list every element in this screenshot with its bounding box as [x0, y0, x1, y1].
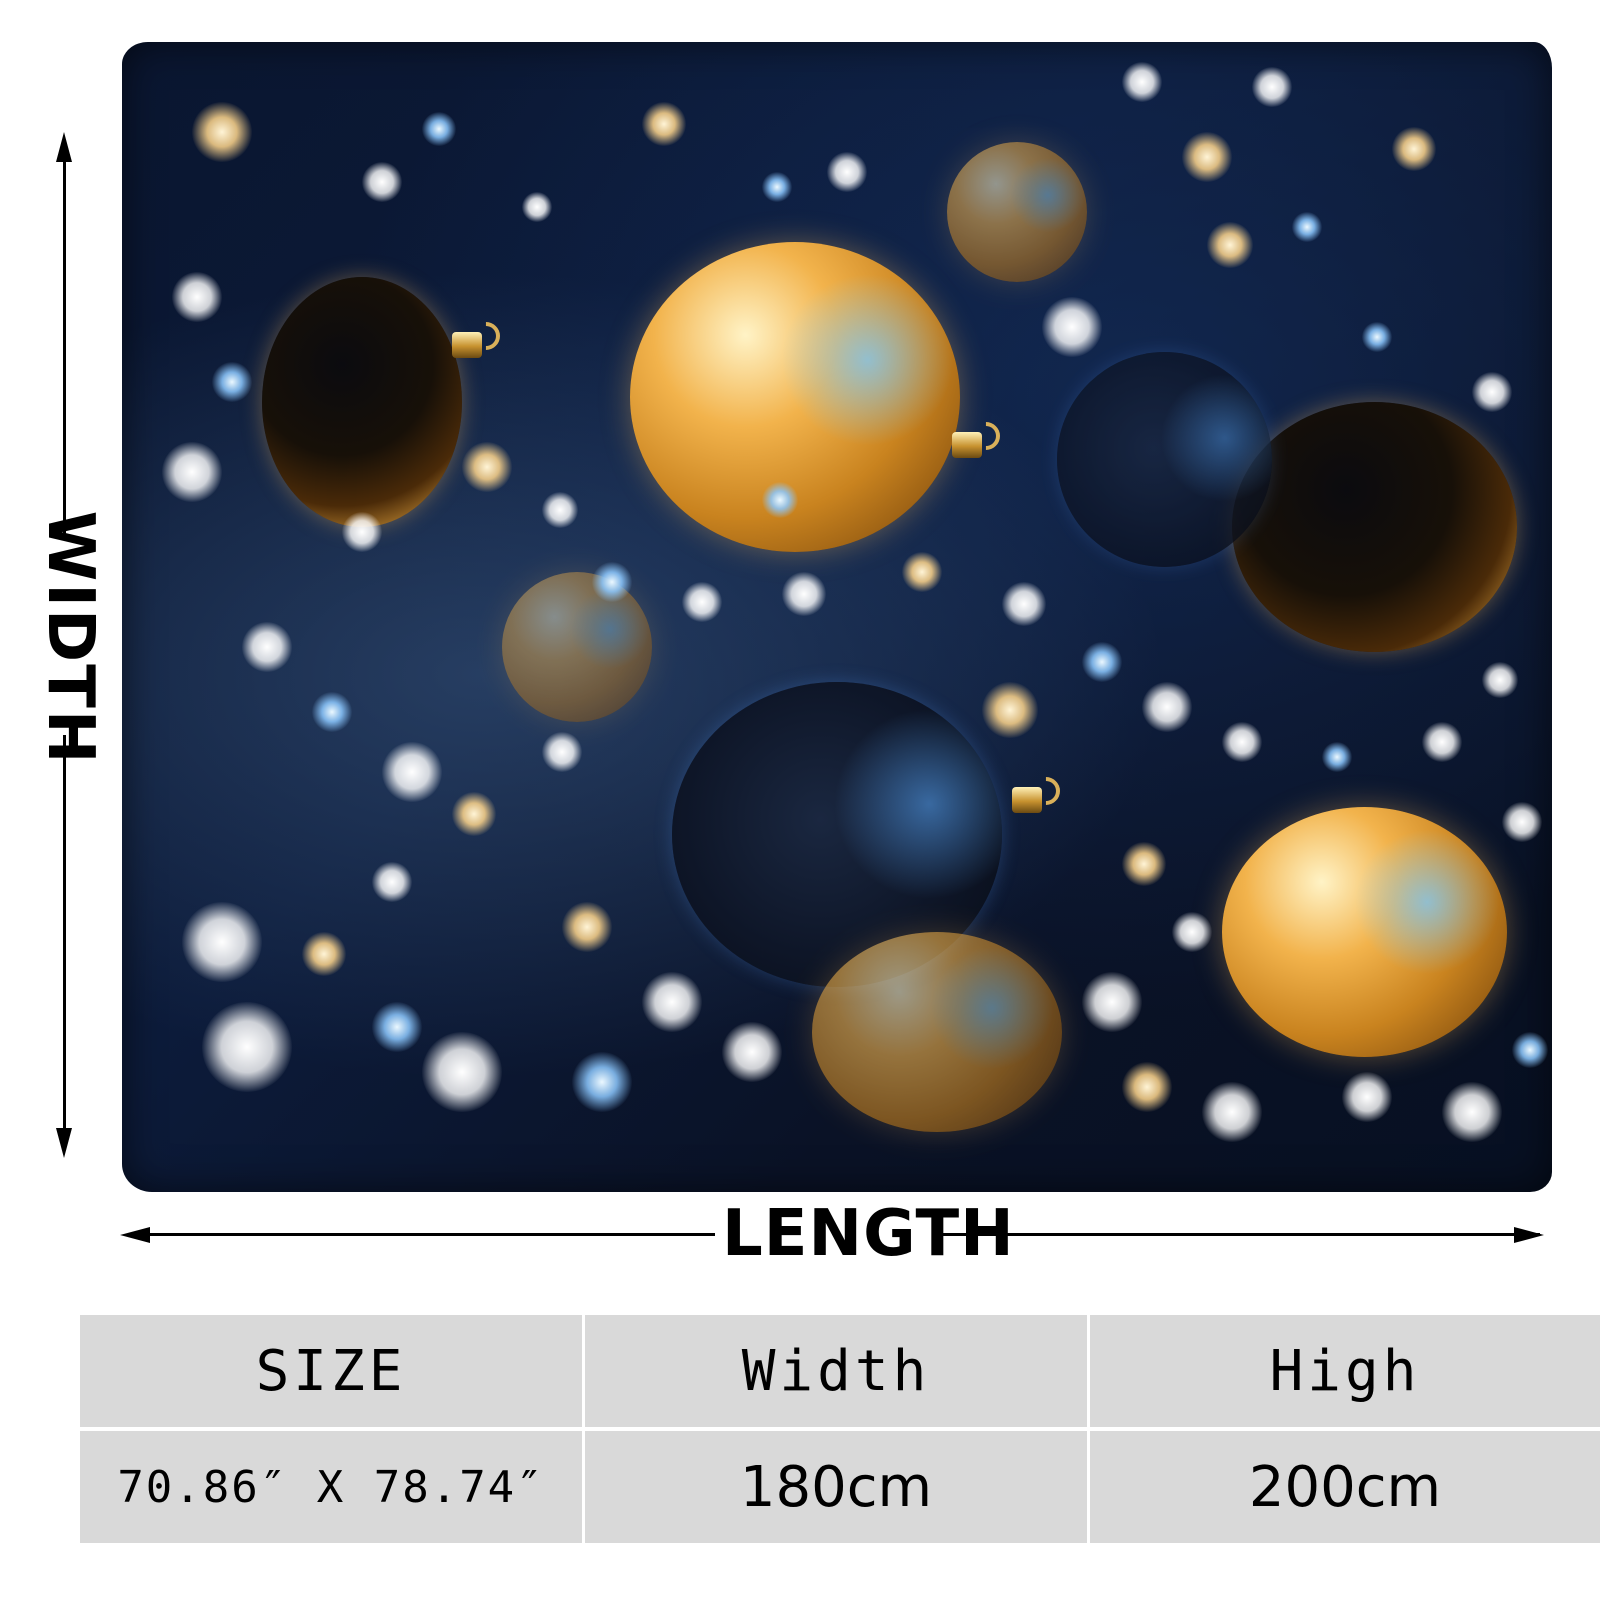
table-cell-size: 70.86″ X 78.74″: [80, 1431, 582, 1543]
table-cell-width: 180cm: [585, 1431, 1087, 1543]
bokeh-light: [242, 622, 292, 672]
bokeh-light: [1082, 972, 1142, 1032]
bokeh-light: [1392, 127, 1436, 171]
table-cell-high: 200cm: [1090, 1431, 1600, 1543]
bokeh-light: [1442, 1082, 1502, 1142]
bokeh-light: [1122, 1062, 1172, 1112]
width-line-bottom: [63, 735, 66, 1135]
bokeh-light: [192, 102, 252, 162]
bokeh-light: [542, 492, 578, 528]
length-arrow-right: [1514, 1227, 1544, 1243]
size-table: SIZE Width High 70.86″ X 78.74″ 180cm 20…: [80, 1315, 1600, 1545]
width-line-top: [63, 145, 66, 540]
bokeh-light: [1292, 212, 1322, 242]
bokeh-light: [642, 972, 702, 1032]
bokeh-light: [682, 582, 722, 622]
bokeh-light: [1252, 67, 1292, 107]
gold-ornament: [1222, 807, 1507, 1057]
bokeh-light: [1482, 662, 1518, 698]
bokeh-light: [1362, 322, 1392, 352]
table-header-width: Width: [585, 1315, 1087, 1427]
ornament-cap: [1012, 787, 1042, 813]
bokeh-light: [522, 192, 552, 222]
bokeh-light: [827, 152, 867, 192]
bokeh-light: [372, 1002, 422, 1052]
blurred-gold-ornament: [502, 572, 652, 722]
bokeh-light: [172, 272, 222, 322]
gold-ornament: [630, 242, 960, 552]
bokeh-light: [212, 362, 252, 402]
blurred-gold-ornament: [947, 142, 1087, 282]
bokeh-light: [462, 442, 512, 492]
bokeh-light: [782, 572, 826, 616]
bokeh-light: [1042, 297, 1102, 357]
bokeh-light: [422, 1032, 502, 1112]
bokeh-light: [202, 1002, 292, 1092]
bokeh-light: [572, 1052, 632, 1112]
bokeh-light: [1122, 62, 1162, 102]
bokeh-light: [722, 1022, 782, 1082]
ornament-cap: [452, 332, 482, 358]
bokeh-light: [1202, 1082, 1262, 1142]
bokeh-light: [642, 102, 686, 146]
bokeh-light: [1502, 802, 1542, 842]
bokeh-light: [1122, 842, 1166, 886]
bokeh-light: [542, 732, 582, 772]
bokeh-light: [452, 792, 496, 836]
bokeh-light: [762, 172, 792, 202]
bokeh-light: [902, 552, 942, 592]
bokeh-light: [982, 682, 1038, 738]
width-arrow-down: [56, 1128, 72, 1158]
bokeh-light: [362, 162, 402, 202]
bokeh-light: [162, 442, 222, 502]
blurred-gold-ornament: [812, 932, 1062, 1132]
bokeh-light: [562, 902, 612, 952]
gold-mirror-ornament: [262, 277, 462, 527]
bokeh-light: [422, 112, 456, 146]
ornament-cap: [952, 432, 982, 458]
bokeh-light: [1422, 722, 1462, 762]
length-line-left: [135, 1233, 715, 1236]
blanket-image: [122, 42, 1552, 1192]
bokeh-light: [1342, 1072, 1392, 1122]
bokeh-light: [1472, 372, 1512, 412]
bokeh-light: [302, 932, 346, 976]
bokeh-light: [1142, 682, 1192, 732]
bokeh-light: [1172, 912, 1212, 952]
bokeh-light: [1322, 742, 1352, 772]
dark-ornament: [1057, 352, 1272, 567]
bokeh-light: [182, 902, 262, 982]
bokeh-light: [1082, 642, 1122, 682]
bokeh-light: [1207, 222, 1253, 268]
table-header-size: SIZE: [80, 1315, 582, 1427]
bokeh-light: [1512, 1032, 1548, 1068]
length-line-right: [940, 1233, 1540, 1236]
table-header-high: High: [1090, 1315, 1600, 1427]
bokeh-light: [1182, 132, 1232, 182]
width-label: WIDTH: [33, 510, 107, 766]
bokeh-light: [312, 692, 352, 732]
bokeh-light: [1222, 722, 1262, 762]
bokeh-light: [382, 742, 442, 802]
gold-mirror-ornament: [1232, 402, 1517, 652]
bokeh-light: [1002, 582, 1046, 626]
bokeh-light: [372, 862, 412, 902]
